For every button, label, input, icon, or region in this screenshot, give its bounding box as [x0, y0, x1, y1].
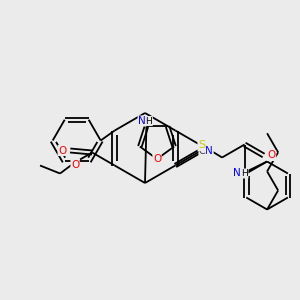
Text: S: S	[198, 140, 205, 151]
Text: O: O	[71, 160, 79, 170]
Text: C: C	[199, 146, 206, 157]
Text: O: O	[268, 151, 276, 160]
Text: O: O	[58, 146, 66, 155]
Text: O: O	[153, 154, 161, 164]
Text: N: N	[138, 116, 146, 126]
Text: H: H	[241, 169, 248, 178]
Text: N: N	[206, 146, 213, 155]
Text: N: N	[233, 169, 241, 178]
Text: H: H	[146, 116, 152, 125]
